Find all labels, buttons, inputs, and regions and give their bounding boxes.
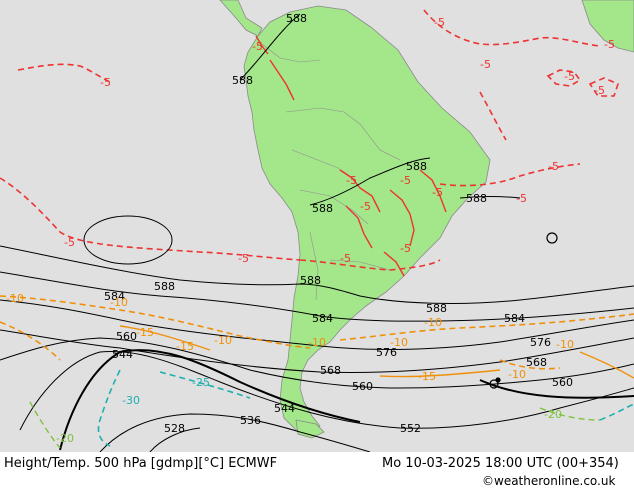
label-h588: 588 [154,280,175,293]
south-america [243,5,491,433]
label-t25: -25 [192,376,210,389]
label-h576: 576 [530,336,551,349]
map-footer: Height/Temp. 500 hPa [gdmp][°C] ECMWF Mo… [0,452,634,490]
label-h588: 588 [232,74,253,87]
map-title: Height/Temp. 500 hPa [gdmp][°C] ECMWF [4,456,278,471]
contour-568 [0,329,634,373]
label-t10: -10 [6,292,24,305]
contour-544 [59,349,361,451]
label-h588: 588 [466,192,487,205]
label-t10: -10 [508,368,526,381]
contour-536 [99,413,371,453]
height-labels: 588 588 588 588 588 588 588 588 584 584 … [104,12,573,435]
label-h588: 588 [406,160,427,173]
land-layer [219,0,634,439]
label-t5: -5 [594,84,605,97]
map-canvas: 588 588 588 588 588 588 588 588 584 584 … [0,0,634,453]
borders-layer [261,43,401,301]
label-t30: -30 [122,394,140,407]
label-t5: -5 [604,38,615,51]
label-h544: 544 [112,348,133,361]
label-h584: 584 [312,312,333,325]
contour-closed-low [83,215,173,265]
contour-552 [19,350,634,431]
contour-588-north [239,13,301,81]
contour-588-west [0,245,634,304]
label-h588: 588 [312,202,333,215]
label-t15: -15 [136,326,154,339]
label-t5: -5 [252,40,263,53]
label-t5: -5 [340,252,351,265]
label-t20: -20 [544,408,562,421]
label-h584: 584 [504,312,525,325]
height-contours [0,13,634,453]
central-america [219,0,263,37]
label-t5: -5 [432,186,443,199]
label-h584: 584 [104,290,125,303]
contour-576 [0,299,634,350]
contour-528 [149,427,201,453]
label-t5: -5 [516,192,527,205]
label-t5: -5 [400,174,411,187]
africa-edge [581,0,634,53]
temp-minus5-brazil [255,35,447,277]
small-features [489,232,558,389]
label-t15: -15 [176,340,194,353]
temp-minus5-contours [0,9,619,271]
temp-minus20-contours [29,401,601,449]
temp-labels: -5 -5 -5 -5 -5 -5 -5 -5 -5 -5 -5 -5 -5 -… [6,16,615,445]
label-t5: -5 [434,16,445,29]
label-h528: 528 [164,422,185,435]
label-h560: 560 [552,376,573,389]
label-t10: -10 [308,336,326,349]
label-h568: 568 [320,364,341,377]
contour-560 [0,337,634,389]
temp-minus10-contours [0,295,634,370]
label-t5: -5 [64,236,75,249]
label-t5: -5 [400,242,411,255]
label-h588: 588 [426,302,447,315]
label-t10: -10 [110,296,128,309]
label-t10: -10 [214,334,232,347]
label-h588: 588 [300,274,321,287]
label-t5: -5 [100,76,111,89]
label-t5: -5 [548,160,559,173]
weather-map: 588 588 588 588 588 588 588 588 584 584 … [0,0,634,453]
contour-588-east [459,196,521,199]
label-t10: -10 [390,336,408,349]
contour-544-east [479,379,634,399]
tierra-del-fuego [295,419,325,439]
label-t15: -15 [418,370,436,383]
temp-minus25-contours [97,369,634,447]
label-t5: -5 [360,200,371,213]
label-h576: 576 [376,346,397,359]
contour-588-inner [309,157,431,206]
label-t5: -5 [480,58,491,71]
label-h552: 552 [400,422,421,435]
temp-minus15-contours [119,325,634,379]
label-h588: 588 [286,12,307,25]
label-t20: -20 [56,432,74,445]
label-t5: -5 [238,252,249,265]
label-t10: -10 [556,338,574,351]
valid-time: Mo 10-03-2025 18:00 UTC (00+354) [382,456,619,471]
label-t5: -5 [346,174,357,187]
label-h560: 560 [116,330,137,343]
label-t5: -5 [564,70,575,83]
label-h544: 544 [274,402,295,415]
label-h568: 568 [526,356,547,369]
label-h536: 536 [240,414,261,427]
label-t10: -10 [424,316,442,329]
contour-584 [0,271,634,322]
credit-link[interactable]: ©weatheronline.co.uk [482,474,616,488]
label-h560: 560 [352,380,373,393]
